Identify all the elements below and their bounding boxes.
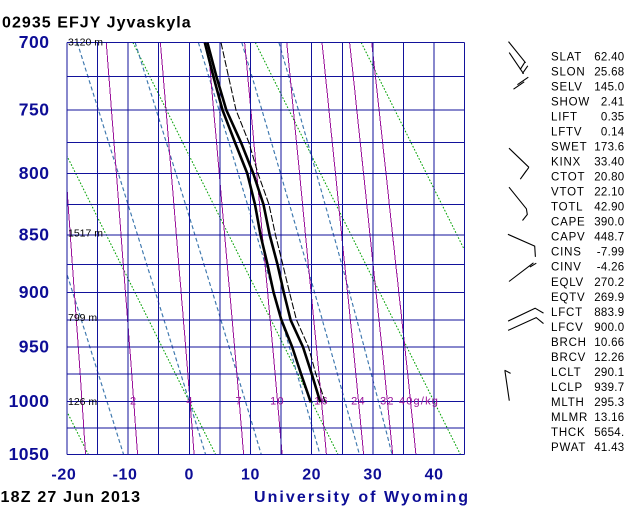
- svg-text:CAPE: CAPE: [551, 217, 586, 229]
- svg-text:12.26: 12.26: [594, 352, 624, 364]
- svg-text:5654.: 5654.: [594, 427, 624, 439]
- svg-text:900: 900: [19, 282, 50, 302]
- svg-text:MLTH: MLTH: [551, 397, 585, 409]
- svg-text:-20: -20: [51, 467, 76, 484]
- svg-text:40: 40: [425, 467, 444, 484]
- svg-text:LCLP: LCLP: [551, 382, 583, 394]
- svg-text:16: 16: [314, 396, 329, 408]
- svg-text:20: 20: [302, 467, 321, 484]
- svg-text:32: 32: [380, 396, 395, 408]
- svg-text:42.90: 42.90: [594, 202, 624, 214]
- svg-text:EQLV: EQLV: [551, 277, 584, 289]
- svg-text:10: 10: [270, 396, 285, 408]
- svg-text:2: 2: [130, 396, 137, 408]
- svg-text:4: 4: [186, 396, 193, 408]
- svg-text:850: 850: [19, 225, 50, 245]
- svg-text:1517 m: 1517 m: [68, 227, 103, 239]
- svg-text:LFCT: LFCT: [551, 307, 583, 319]
- svg-text:950: 950: [19, 337, 50, 357]
- svg-text:BRCH: BRCH: [551, 337, 587, 349]
- svg-text:22.10: 22.10: [594, 187, 624, 199]
- svg-text:02935 EFJY Jyvaskyla: 02935 EFJY Jyvaskyla: [2, 15, 192, 32]
- svg-text:1050: 1050: [9, 444, 50, 464]
- svg-text:1000: 1000: [9, 391, 50, 411]
- svg-text:799 m: 799 m: [68, 312, 97, 324]
- svg-text:40g/kg: 40g/kg: [399, 396, 439, 408]
- svg-text:LIFT: LIFT: [551, 111, 578, 123]
- svg-text:EQTV: EQTV: [551, 292, 586, 304]
- svg-text:18Z 27 Jun 2013: 18Z 27 Jun 2013: [1, 489, 142, 506]
- svg-text:2.41: 2.41: [601, 96, 625, 108]
- svg-text:CINV: CINV: [551, 262, 582, 274]
- svg-text:939.7: 939.7: [594, 382, 624, 394]
- svg-text:0.35: 0.35: [601, 111, 625, 123]
- svg-text:-7.99: -7.99: [597, 247, 625, 259]
- svg-text:10: 10: [241, 467, 260, 484]
- svg-text:41.43: 41.43: [594, 442, 624, 454]
- svg-text:126 m: 126 m: [68, 396, 97, 408]
- svg-text:13.16: 13.16: [594, 412, 624, 424]
- svg-text:3120 m: 3120 m: [68, 36, 103, 48]
- svg-text:University of Wyoming: University of Wyoming: [254, 489, 470, 506]
- svg-text:290.1: 290.1: [594, 367, 624, 379]
- svg-text:270.2: 270.2: [594, 277, 624, 289]
- svg-text:LFCV: LFCV: [551, 322, 584, 334]
- svg-text:MLMR: MLMR: [551, 412, 588, 424]
- svg-text:750: 750: [19, 100, 50, 120]
- svg-text:0.14: 0.14: [601, 126, 625, 138]
- svg-text:SHOW: SHOW: [551, 96, 590, 108]
- svg-text:CTOT: CTOT: [551, 172, 585, 184]
- svg-text:SLAT: SLAT: [551, 51, 582, 63]
- svg-text:10.66: 10.66: [594, 337, 624, 349]
- svg-text:LCLT: LCLT: [551, 367, 581, 379]
- svg-text:-4.26: -4.26: [597, 262, 625, 274]
- svg-text:THCK: THCK: [551, 427, 586, 439]
- svg-text:CINS: CINS: [551, 247, 582, 259]
- svg-text:25.68: 25.68: [594, 66, 624, 78]
- svg-text:30: 30: [363, 467, 382, 484]
- svg-text:CAPV: CAPV: [551, 232, 586, 244]
- svg-text:269.9: 269.9: [594, 292, 624, 304]
- svg-text:SWET: SWET: [551, 142, 587, 154]
- svg-text:173.6: 173.6: [594, 142, 624, 154]
- svg-text:VTOT: VTOT: [551, 187, 585, 199]
- svg-text:33.40: 33.40: [594, 157, 624, 169]
- svg-text:900.0: 900.0: [594, 322, 624, 334]
- svg-text:0: 0: [185, 467, 195, 484]
- svg-text:SLON: SLON: [551, 66, 586, 78]
- svg-text:295.3: 295.3: [594, 397, 624, 409]
- svg-text:KINX: KINX: [551, 157, 581, 169]
- svg-text:800: 800: [19, 163, 50, 183]
- svg-text:145.0: 145.0: [594, 81, 624, 93]
- svg-text:448.7: 448.7: [594, 232, 624, 244]
- svg-text:883.9: 883.9: [594, 307, 624, 319]
- svg-text:24: 24: [351, 396, 366, 408]
- svg-text:7: 7: [236, 396, 243, 408]
- svg-text:LFTV: LFTV: [551, 126, 582, 138]
- svg-text:BRCV: BRCV: [551, 352, 586, 364]
- svg-text:390.0: 390.0: [594, 217, 624, 229]
- svg-text:-10: -10: [113, 467, 138, 484]
- svg-text:PWAT: PWAT: [551, 442, 586, 454]
- svg-text:TOTL: TOTL: [551, 202, 583, 214]
- svg-text:62.40: 62.40: [594, 51, 624, 63]
- svg-text:SELV: SELV: [551, 81, 583, 93]
- svg-text:20.80: 20.80: [594, 172, 624, 184]
- svg-text:700: 700: [19, 32, 50, 52]
